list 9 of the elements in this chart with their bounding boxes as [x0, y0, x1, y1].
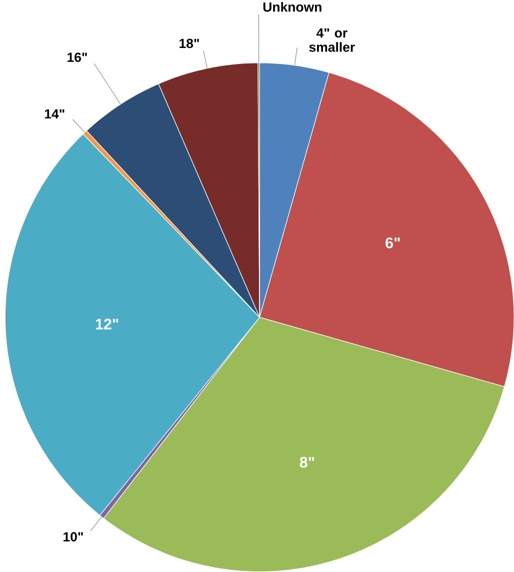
slice-label: 14": [44, 109, 64, 118]
slice-label: 16": [67, 52, 87, 62]
slice-label: 12": [96, 318, 118, 330]
slice-label: 6": [385, 237, 400, 248]
slice-label: 8": [300, 456, 314, 468]
slice-label: 18": [179, 38, 199, 48]
slice-label: 4" or smaller: [309, 28, 355, 52]
slice-label: 10": [63, 532, 83, 542]
slice-label: Unknown: [263, 2, 322, 12]
